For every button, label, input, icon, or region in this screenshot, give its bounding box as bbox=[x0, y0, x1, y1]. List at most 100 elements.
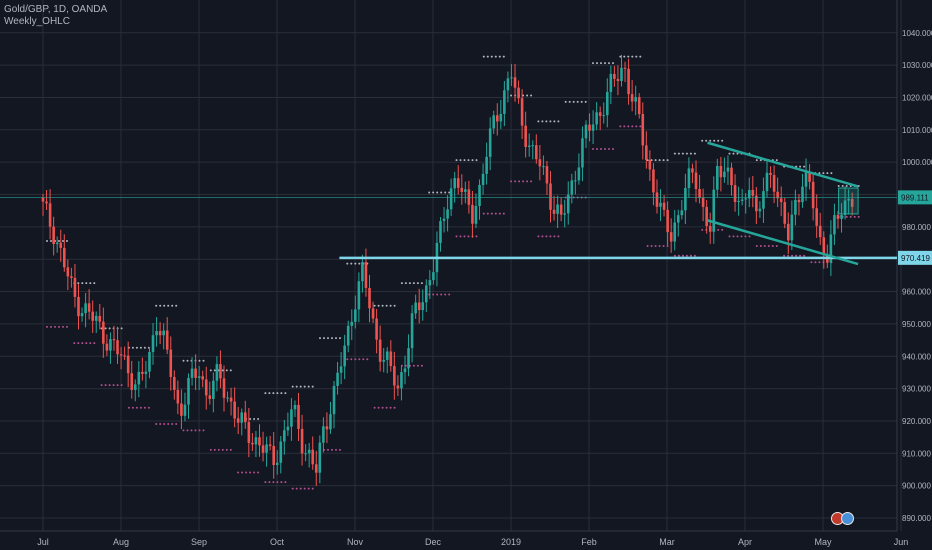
weekly-high-marker bbox=[253, 417, 256, 420]
candle-body bbox=[77, 296, 80, 317]
candle-body bbox=[705, 206, 708, 227]
weekly-low-marker bbox=[100, 384, 103, 387]
candle-body bbox=[55, 242, 59, 245]
candle-body bbox=[322, 426, 325, 443]
candle-body bbox=[527, 145, 531, 147]
candle-body bbox=[520, 98, 524, 126]
candle-body bbox=[350, 321, 354, 326]
weekly-low-marker bbox=[537, 235, 540, 238]
candle-body bbox=[442, 218, 446, 222]
candle-body bbox=[268, 444, 272, 446]
candle-body bbox=[371, 308, 375, 319]
channel-upper-line[interactable] bbox=[707, 141, 859, 188]
weekly-high-marker bbox=[564, 100, 567, 103]
candle-body bbox=[478, 184, 481, 207]
weekly-high-marker bbox=[494, 55, 497, 58]
weekly-low-marker bbox=[190, 429, 193, 432]
weekly-low-marker bbox=[600, 147, 602, 150]
candle-body bbox=[339, 366, 343, 373]
weekly-low-marker bbox=[167, 422, 170, 425]
y-tick-label: 960.000 bbox=[902, 288, 931, 297]
weekly-low-marker bbox=[350, 358, 353, 361]
weekly-low-marker bbox=[81, 342, 84, 345]
weekly-high-marker bbox=[209, 369, 212, 372]
candle-body bbox=[726, 167, 730, 172]
candle-body bbox=[779, 198, 783, 203]
candle-body bbox=[630, 94, 634, 102]
candle-body bbox=[396, 385, 400, 389]
candle-body bbox=[183, 404, 187, 416]
weekly-low-marker bbox=[393, 406, 396, 409]
candle-body bbox=[162, 330, 165, 336]
candle-body bbox=[751, 189, 755, 196]
candle-body bbox=[364, 262, 368, 288]
weekly-high-marker bbox=[229, 369, 232, 372]
candle-body bbox=[173, 376, 176, 390]
candle-body bbox=[637, 97, 641, 115]
weekly-high-marker bbox=[717, 139, 720, 142]
candle-body bbox=[261, 445, 265, 453]
weekly-low-marker bbox=[514, 180, 517, 183]
candle-body bbox=[414, 302, 417, 314]
weekly-high-marker bbox=[323, 337, 325, 340]
candle-body bbox=[272, 445, 275, 465]
candle-body bbox=[187, 377, 190, 405]
candle-body bbox=[574, 180, 577, 182]
weekly-low-marker bbox=[744, 235, 747, 238]
weekly-high-marker bbox=[728, 152, 731, 155]
candle-body bbox=[215, 364, 219, 381]
weekly-low-marker bbox=[526, 180, 529, 183]
weekly-low-marker bbox=[787, 254, 790, 257]
avatar[interactable] bbox=[831, 512, 855, 526]
weekly-low-marker bbox=[767, 245, 770, 248]
candle-body bbox=[847, 198, 850, 201]
weekly-low-marker bbox=[498, 212, 501, 215]
weekly-low-marker bbox=[186, 429, 189, 432]
candle-body bbox=[385, 351, 389, 360]
weekly-high-marker bbox=[654, 159, 657, 162]
candle-body bbox=[552, 209, 556, 214]
weekly-low-marker bbox=[639, 125, 642, 128]
weekly-low-marker bbox=[728, 235, 731, 238]
weekly-high-marker bbox=[163, 304, 166, 307]
weekly-low-marker bbox=[303, 487, 306, 490]
weekly-high-marker bbox=[455, 159, 458, 162]
weekly-high-marker bbox=[596, 62, 598, 65]
candle-body bbox=[70, 276, 73, 278]
weekly-high-marker bbox=[705, 139, 708, 142]
candle-body bbox=[297, 404, 300, 429]
candle-body bbox=[400, 372, 403, 389]
weekly-low-marker bbox=[436, 293, 439, 296]
weekly-low-marker bbox=[295, 487, 298, 490]
x-tick-label: 2019 bbox=[501, 537, 521, 547]
candle-body bbox=[432, 272, 435, 281]
weekly-low-marker bbox=[654, 245, 657, 248]
candle-body bbox=[343, 345, 346, 367]
weekly-low-marker bbox=[276, 481, 279, 484]
weekly-low-marker bbox=[131, 406, 134, 409]
weekly-high-marker bbox=[291, 385, 294, 388]
weekly-low-marker bbox=[213, 448, 216, 451]
weekly-high-marker bbox=[81, 282, 84, 285]
weekly-high-marker bbox=[182, 359, 185, 362]
weekly-high-marker bbox=[709, 139, 712, 142]
projection-box[interactable] bbox=[838, 187, 859, 215]
candle-body bbox=[662, 202, 666, 210]
candle-body bbox=[524, 125, 527, 147]
candle-body bbox=[531, 145, 535, 147]
weekly-low-marker bbox=[755, 245, 758, 248]
weekly-low-marker bbox=[221, 448, 224, 451]
weekly-low-marker bbox=[631, 125, 634, 128]
weekly-low-marker bbox=[299, 487, 302, 490]
weekly-low-marker bbox=[272, 481, 275, 484]
candle-body bbox=[112, 339, 116, 341]
weekly-low-marker bbox=[381, 406, 384, 409]
channel-lower-line[interactable] bbox=[707, 219, 859, 266]
candle-body bbox=[641, 114, 645, 146]
weekly-high-marker bbox=[381, 304, 384, 307]
candle-body bbox=[776, 191, 779, 199]
weekly-high-marker bbox=[482, 55, 485, 58]
candle-body bbox=[403, 368, 407, 373]
